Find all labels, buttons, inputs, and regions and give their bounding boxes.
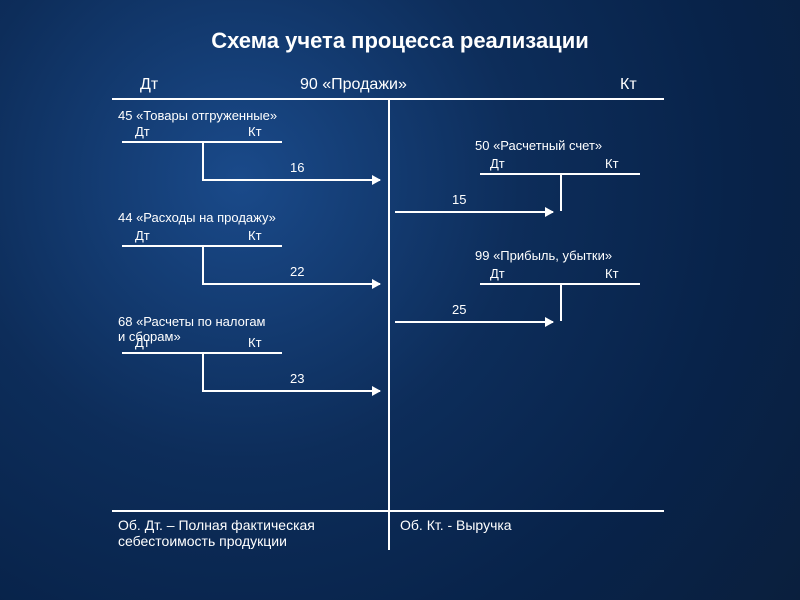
left-account-vline <box>202 141 204 179</box>
footer-hline <box>112 510 664 512</box>
right-account-kt: Кт <box>605 156 619 171</box>
left-arrow <box>202 283 380 285</box>
left-account-dt: Дт <box>135 124 150 139</box>
left-account-dt: Дт <box>135 335 150 350</box>
left-arrow-label: 16 <box>290 160 304 175</box>
right-arrow <box>395 321 553 323</box>
main-dt: Дт <box>140 76 158 94</box>
main-account-name: 90 «Продажи» <box>300 76 407 94</box>
right-account-kt: Кт <box>605 266 619 281</box>
right-account-vline <box>560 283 562 321</box>
right-account-title: 99 «Прибыль, убытки» <box>475 248 612 263</box>
left-arrow-label: 22 <box>290 264 304 279</box>
right-account-vline <box>560 173 562 211</box>
left-arrow <box>202 390 380 392</box>
left-account-title: 68 «Расчеты по налогам <box>118 314 265 329</box>
right-account-title: 50 «Расчетный счет» <box>475 138 602 153</box>
main-kt: Кт <box>620 76 637 94</box>
left-account-title: 44 «Расходы на продажу» <box>118 210 276 225</box>
diagram-title: Схема учета процесса реализации <box>0 28 800 54</box>
left-account-kt: Кт <box>248 335 262 350</box>
left-account-dt: Дт <box>135 228 150 243</box>
right-account-dt: Дт <box>490 266 505 281</box>
left-account-kt: Кт <box>248 228 262 243</box>
right-arrow-label: 15 <box>452 192 466 207</box>
left-account-title: 45 «Товары отгруженные» <box>118 108 277 123</box>
right-arrow <box>395 211 553 213</box>
footer-right: Об. Кт. - Выручка <box>400 517 512 533</box>
right-account-dt: Дт <box>490 156 505 171</box>
main-vline <box>388 98 390 550</box>
left-account-vline <box>202 352 204 390</box>
left-account-kt: Кт <box>248 124 262 139</box>
left-arrow-label: 23 <box>290 371 304 386</box>
left-arrow <box>202 179 380 181</box>
left-account-vline <box>202 245 204 283</box>
footer-left: Об. Дт. – Полная фактическая себестоимос… <box>118 517 315 549</box>
right-arrow-label: 25 <box>452 302 466 317</box>
